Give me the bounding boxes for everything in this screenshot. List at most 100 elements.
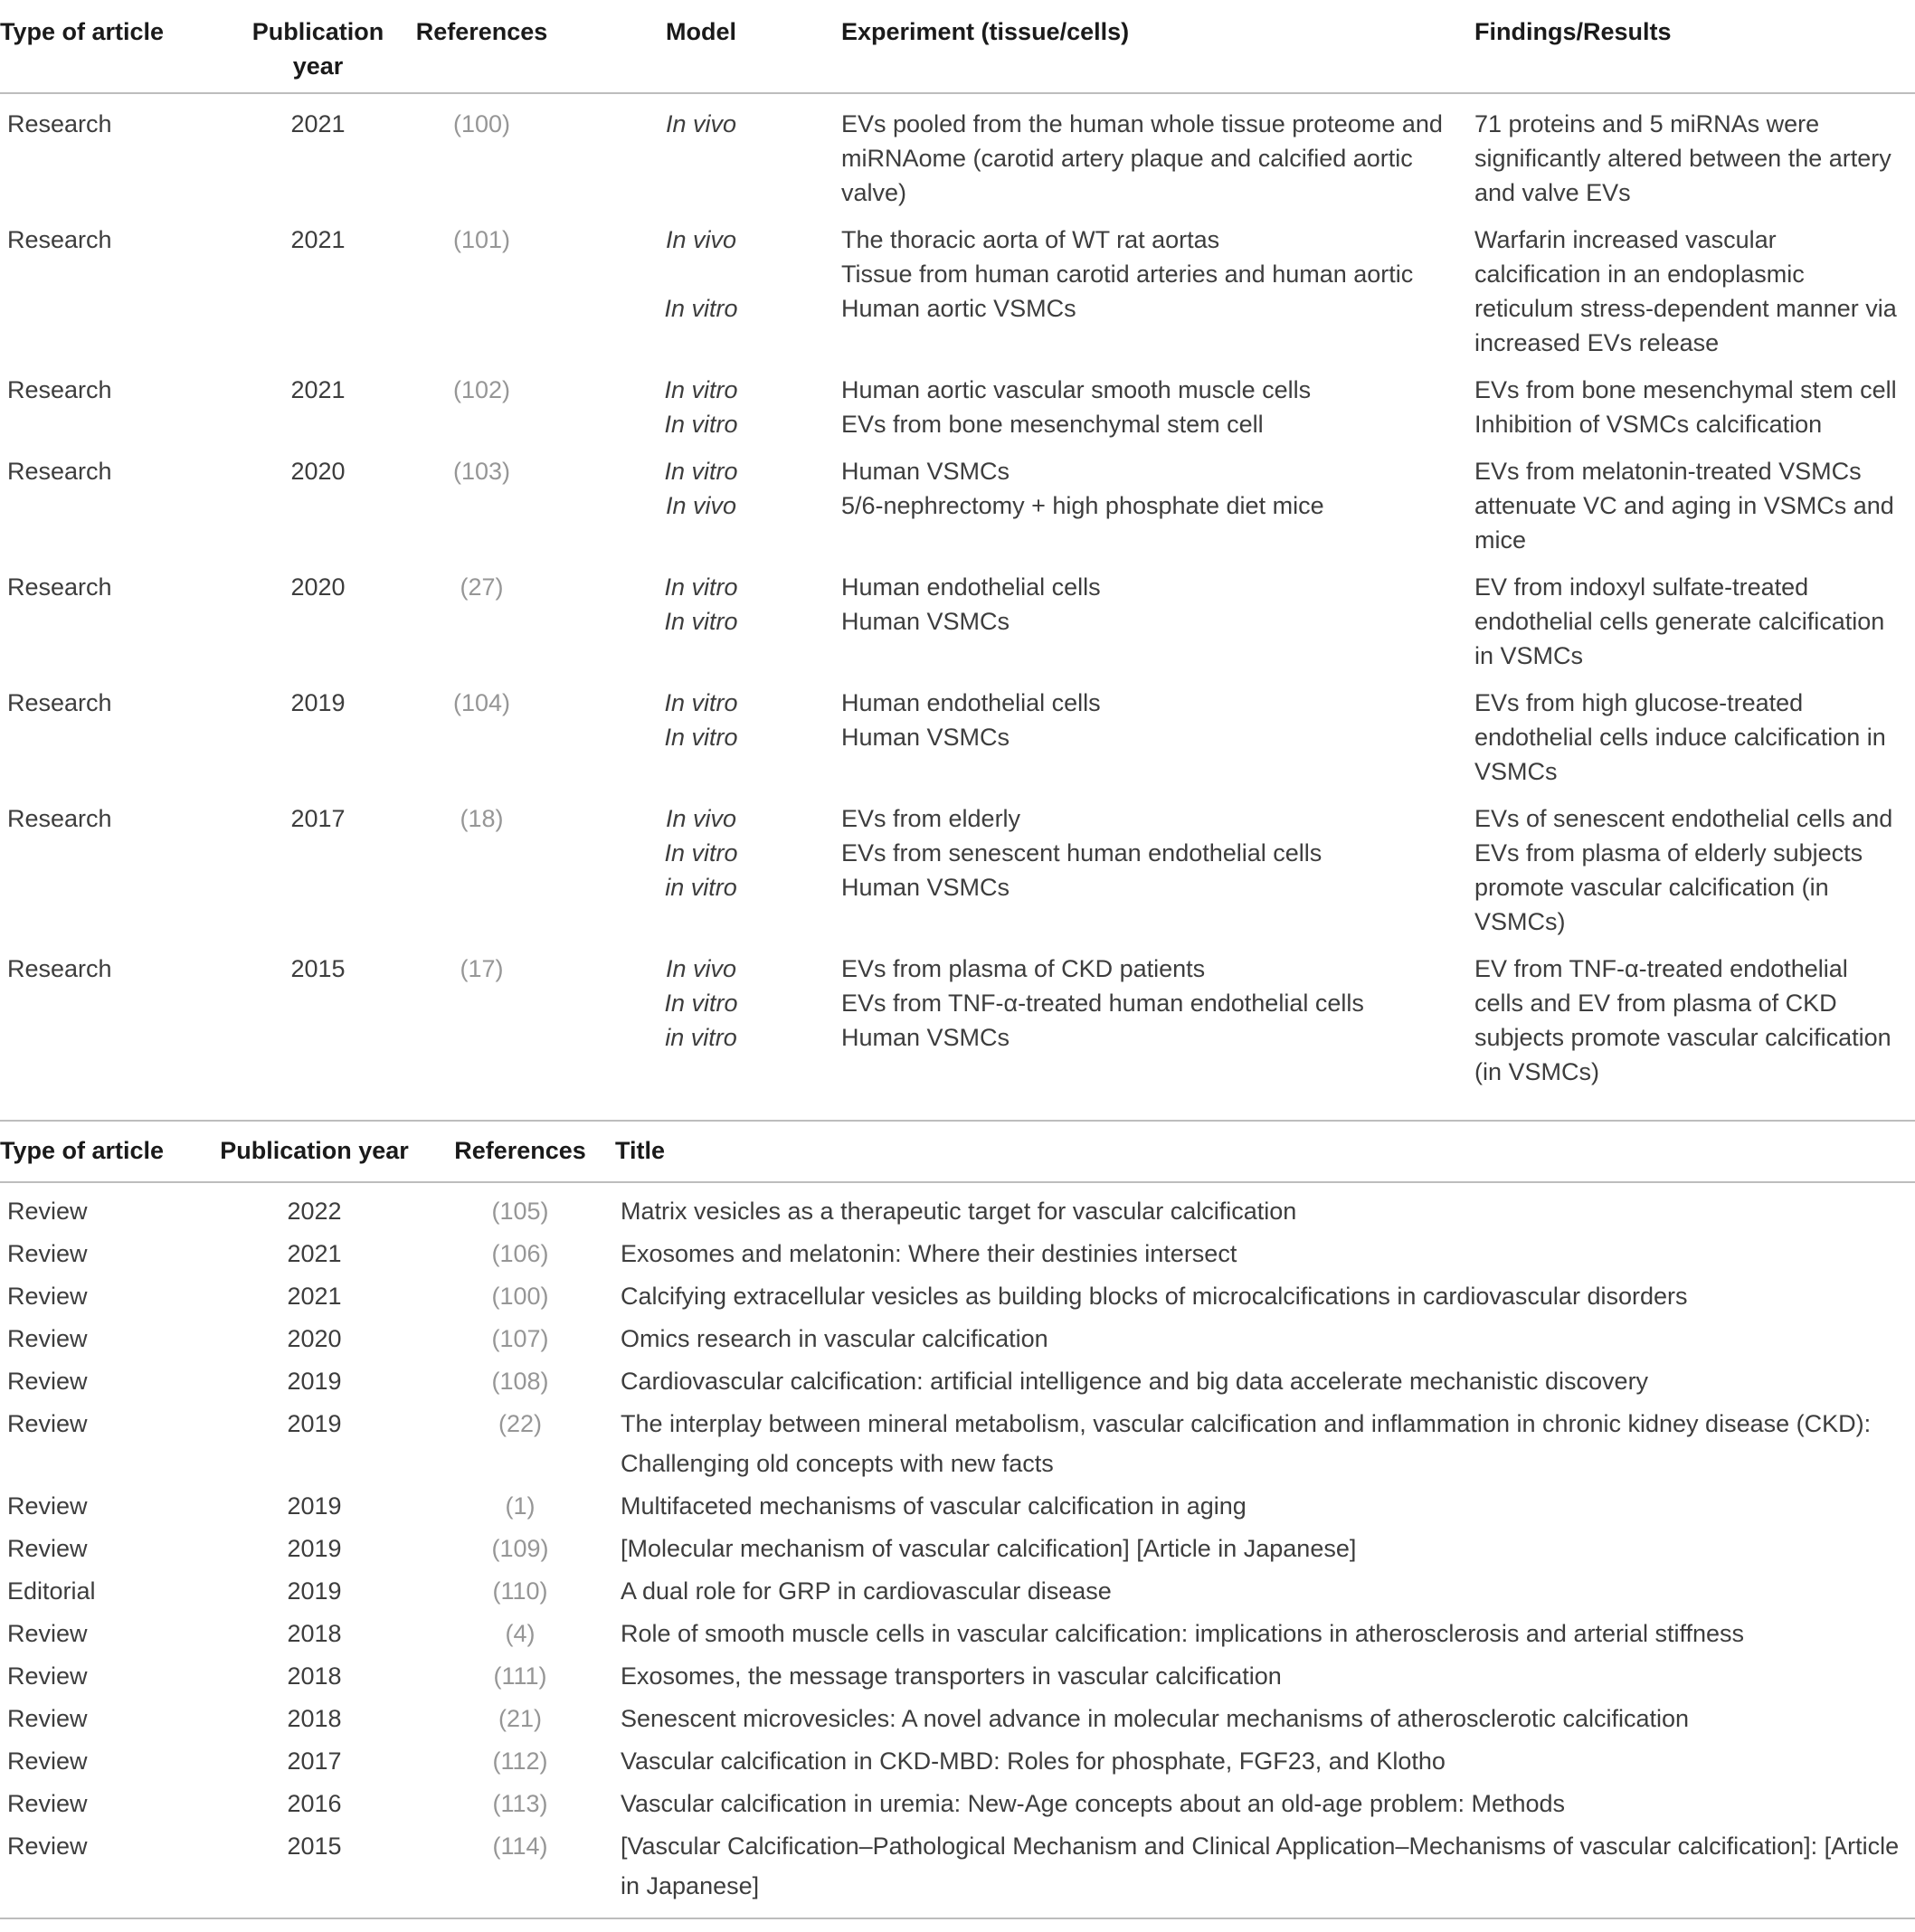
reference-link[interactable]: (103) [452,458,511,485]
review-article-row: Review 2022 (105) Matrix vesicles as a ther… [0,1182,1915,1232]
experiment-cell: The thoracic aorta of WT rat aortas Tissu… [841,210,1474,360]
experiment-line: Tissue from human carotid arteries and h… [841,260,1414,288]
experiment-cell: EVs pooled from the human whole tissue p… [841,93,1474,210]
reference-link[interactable]: (4) [505,1620,536,1647]
reference-link[interactable]: (22) [498,1410,542,1437]
reference-link[interactable]: (102) [452,376,511,403]
reference-link[interactable]: (100) [491,1283,549,1310]
reference-link[interactable]: (106) [491,1240,549,1267]
review-article-row: Review 2019 (1) Multifaceted mechanisms of … [0,1484,1915,1527]
experiment-line: EVs from TNF-α-treated human endothelial… [841,990,1364,1017]
review-article-row: Editorial 2019 (110) A dual role for GRP in… [0,1569,1915,1612]
findings-cell: 71 proteins and 5 miRNAs were significan… [1474,93,1915,210]
experiment-cell: Human VSMCs 5/6-nephrectomy + high phosph… [841,441,1474,557]
article-type-cell: Review [7,1410,88,1437]
model-line: In vitro [664,295,738,322]
review-article-row: Review 2021 (100) Calcifying extracellular … [0,1274,1915,1317]
article-type-cell: Research [7,573,112,601]
model-line: In vivo [665,805,737,832]
model-line: In vivo [665,226,737,253]
reference-link[interactable]: (109) [491,1535,549,1562]
model-line: In vitro [664,724,738,751]
publication-year-cell: 2019 [287,1492,342,1520]
reference-link[interactable]: (113) [492,1790,548,1817]
findings-cell: EVs from high glucose-treated endothelia… [1474,673,1915,789]
model-line: In vitro [664,573,738,601]
review-article-row: Review 2015 (114) [Vascular Calcification–P… [0,1824,1915,1918]
experiment-line: EVs from bone mesenchymal stem cell [841,411,1264,438]
reference-link[interactable]: (27) [460,573,504,601]
experiment-line: Human VSMCs [841,724,1010,751]
reference-link[interactable]: (1) [505,1492,536,1520]
reference-link[interactable]: (101) [452,226,511,253]
experiment-line: Human aortic vascular smooth muscle cell… [841,376,1312,403]
reference-link[interactable]: (111) [493,1662,547,1690]
model-cell: In vitro In vitro [561,557,841,673]
title-cell: [Vascular Calcification–Pathological Mec… [621,1833,1900,1899]
model-cell: In vitro In vitro [561,673,841,789]
reference-link[interactable]: (17) [460,955,504,982]
table2-header-title: Title [615,1120,1915,1183]
title-cell: [Molecular mechanism of vascular calcifi… [621,1535,1357,1562]
model-line: In vivo [665,110,737,137]
article-type-cell: Review [7,1662,88,1690]
table1-header-references: References [403,11,561,94]
article-type-cell: Research [7,376,112,403]
title-cell: A dual role for GRP in cardiovascular di… [621,1577,1112,1605]
research-article-row: Research 2019 (104) In vitro In vitro Human e… [0,673,1915,789]
table2-body: Review 2022 (105) Matrix vesicles as a ther… [0,1182,1915,1918]
experiment-line: 5/6-nephrectomy + high phosphate diet mi… [841,492,1324,519]
article-type-cell: Research [7,226,112,253]
reference-link[interactable]: (114) [492,1833,548,1860]
reference-link[interactable]: (104) [452,689,511,716]
review-articles-table: Type of article Publication year Referen… [0,1120,1915,1919]
publication-year-cell: 2021 [290,226,346,253]
publication-year-cell: 2021 [290,376,346,403]
reference-link[interactable]: (108) [491,1368,549,1395]
publication-year-cell: 2019 [287,1535,342,1562]
title-cell: Vascular calcification in uremia: New-Ag… [621,1790,1566,1817]
article-type-cell: Research [7,110,112,137]
model-line: In vitro [664,376,738,403]
findings-cell: EVs of senescent endothelial cells and E… [1474,789,1915,939]
reference-link[interactable]: (107) [491,1325,549,1352]
research-articles-table: Type of article Publication year Referen… [0,11,1915,1120]
publication-year-cell: 2017 [287,1747,342,1775]
table1-header-model: Model [561,11,841,94]
table2-header-publication-year: Publication year [204,1120,425,1183]
model-cell: In vivo In vitro in vitro [561,939,841,1120]
reference-link[interactable]: (21) [498,1705,542,1732]
publication-year-cell: 2017 [290,805,346,832]
reference-link[interactable]: (105) [491,1198,549,1225]
model-line: in vitro [665,1024,737,1051]
reference-link[interactable]: (18) [460,805,504,832]
findings-line: EVs from melatonin-treated VSMCs attenua… [1474,458,1894,554]
publication-year-cell: 2021 [287,1283,342,1310]
publication-year-cell: 2019 [287,1577,342,1605]
article-type-cell: Review [7,1283,88,1310]
experiment-line: EVs from elderly [841,805,1021,832]
publication-year-cell: 2016 [287,1790,342,1817]
article-type-cell: Review [7,1368,88,1395]
findings-line: Inhibition of VSMCs calcification [1474,411,1823,438]
article-type-cell: Research [7,805,112,832]
publication-year-cell: 2022 [287,1198,342,1225]
experiment-line: EVs from plasma of CKD patients [841,955,1206,982]
experiment-line: Human VSMCs [841,608,1010,635]
title-cell: Matrix vesicles as a therapeutic target … [621,1198,1297,1225]
publication-year-cell: 2020 [290,573,346,601]
reference-link[interactable]: (112) [492,1747,548,1775]
table2-header-type-of-article: Type of article [0,1120,204,1183]
reference-link[interactable]: (100) [452,110,511,137]
publication-year-cell: 2018 [287,1662,342,1690]
research-article-row: Research 2021 (101) In vivo In vitro The thor… [0,210,1915,360]
table2-header-references: References [425,1120,615,1183]
publication-year-cell: 2019 [287,1410,342,1437]
article-type-cell: Review [7,1620,88,1647]
findings-line: EVs from high glucose-treated endothelia… [1474,689,1886,785]
reference-link[interactable]: (110) [492,1577,548,1605]
experiment-cell: Human endothelial cells Human VSMCs [841,673,1474,789]
findings-cell: EVs from bone mesenchymal stem cell Inhib… [1474,360,1915,441]
review-article-row: Review 2018 (111) Exosomes, the message tra… [0,1654,1915,1697]
model-line: In vitro [664,608,738,635]
